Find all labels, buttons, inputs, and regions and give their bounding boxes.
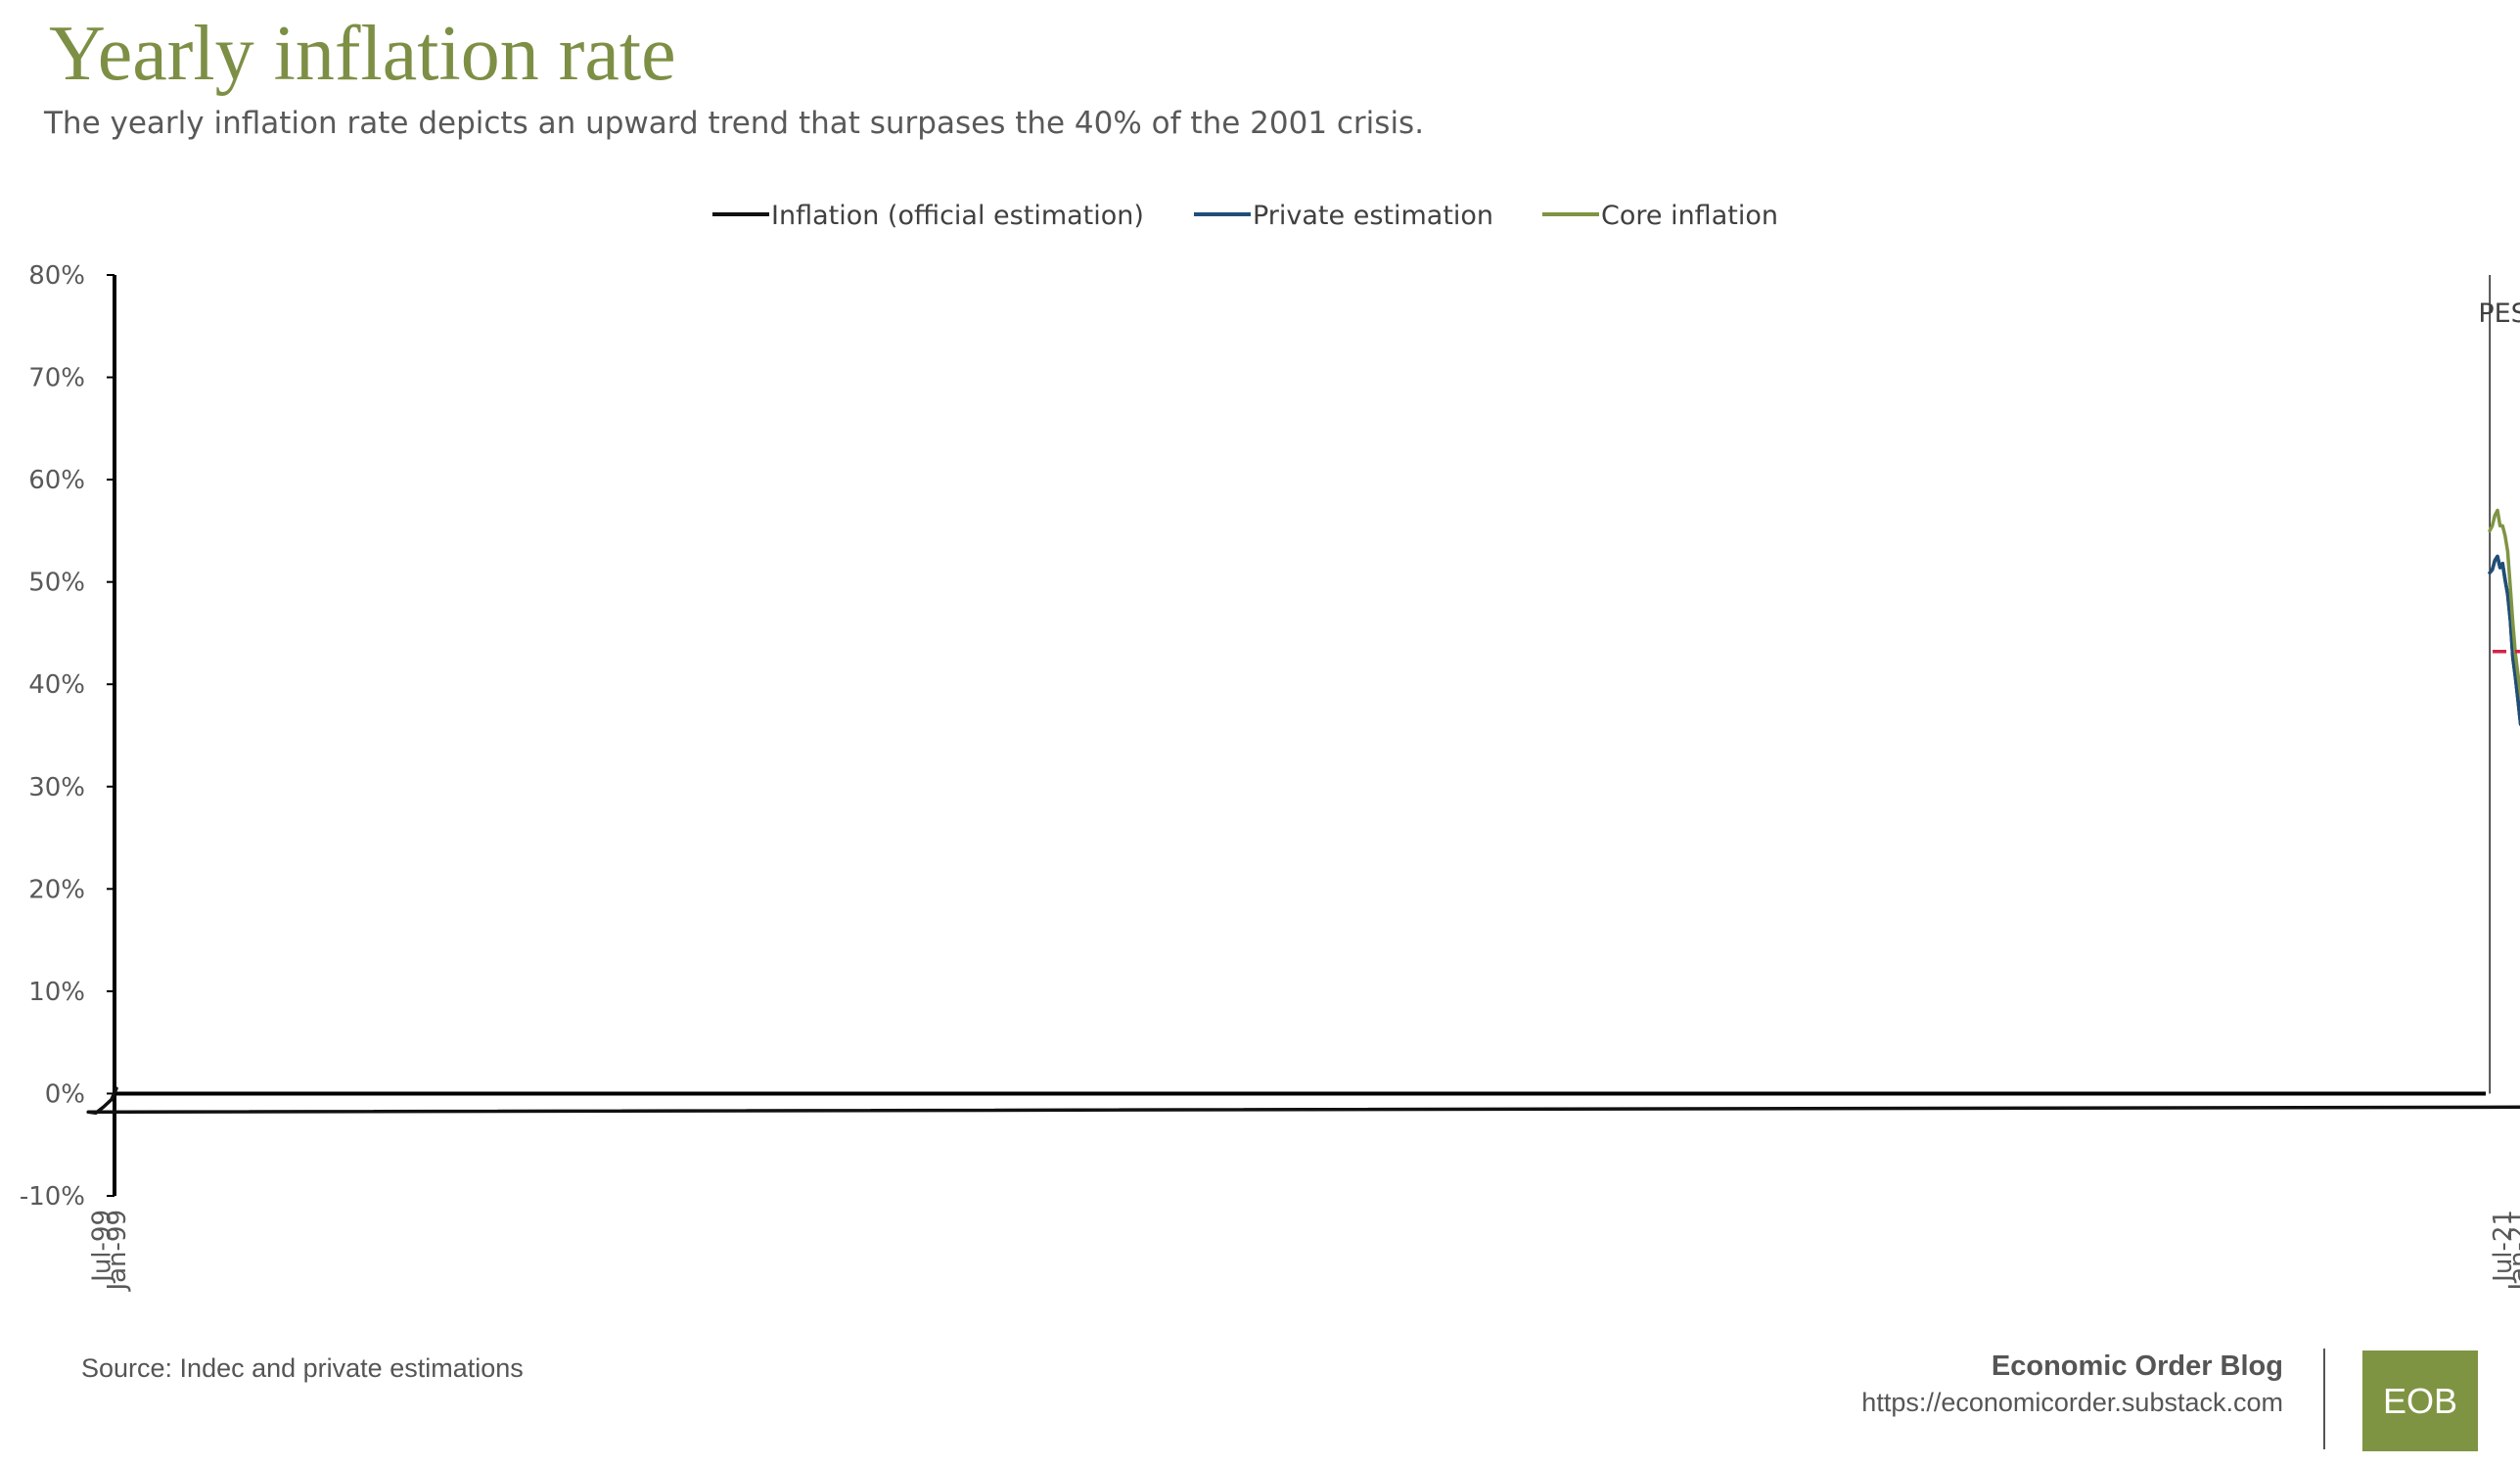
legend-label-core: Core inflation	[1601, 201, 1778, 231]
inflation-chart: PRAT-GAYREDRADOMARCÓ DEL PONTFÁBREGAVANO…	[20, 201, 2520, 1293]
x-tick-label: Jan-21	[2504, 1210, 2520, 1293]
x-tick-label: Jan-99	[103, 1210, 132, 1293]
eob-logo-badge: EOB	[2362, 1351, 2478, 1451]
series-line-official	[86, 554, 2520, 1116]
chart-title: Yearly inflation rate	[49, 11, 676, 97]
y-tick-label: 10%	[28, 978, 85, 1007]
central-bank-president-bands: PRAT-GAYREDRADOMARCÓ DEL PONTFÁBREGAVANO…	[2478, 275, 2520, 1094]
y-tick-label: 30%	[28, 773, 85, 802]
y-tick-label: 60%	[28, 466, 85, 495]
axes: 80%70%60%50%40%30%20%10%0%-10%Jan-99Jul-…	[20, 261, 2520, 1293]
y-tick-label: 70%	[28, 364, 85, 393]
legend: Inflation (official estimation) Private e…	[712, 201, 1778, 231]
y-tick-label: 20%	[28, 875, 85, 904]
y-tick-label: 80%	[28, 261, 85, 291]
footer-divider	[2323, 1349, 2325, 1449]
source-note: Source: Indec and private estimations	[81, 1353, 524, 1383]
legend-label-private: Private estimation	[1253, 201, 1493, 231]
x-tick-label: Jul-21	[2489, 1210, 2518, 1284]
y-tick-label: -10%	[20, 1182, 85, 1212]
y-tick-label: 50%	[28, 569, 85, 598]
band-label: PESCE	[2478, 298, 2520, 329]
series-line-core	[2488, 508, 2520, 701]
x-tick-label: Jul-99	[87, 1210, 116, 1284]
blog-name: Economic Order Blog	[1991, 1351, 2283, 1382]
series-lines	[86, 508, 2520, 1116]
average-lines: Néstor Kirchner: 15%CFK: 25.6%Macri: 41%…	[2490, 650, 2520, 654]
blog-url[interactable]: https://economicorder.substack.com	[1861, 1388, 2283, 1417]
chart-subtitle: The yearly inflation rate depicts an upw…	[44, 106, 1425, 141]
y-tick-label: 40%	[28, 670, 85, 700]
y-tick-label: 0%	[45, 1079, 85, 1109]
series-line-private	[2488, 554, 2520, 727]
legend-label-official: Inflation (official estimation)	[771, 201, 1144, 231]
